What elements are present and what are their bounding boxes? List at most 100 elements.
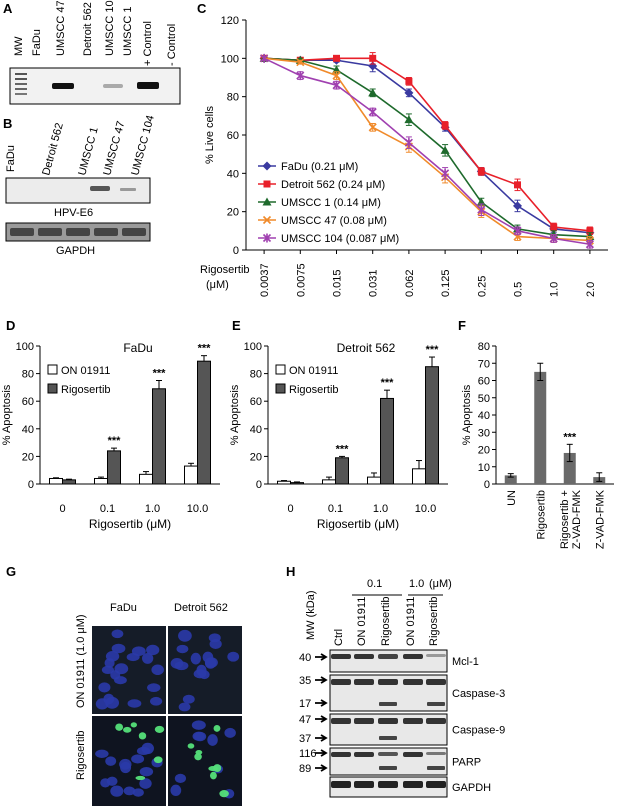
legend-swatch [275, 383, 286, 394]
bar [49, 477, 63, 485]
legend-label: FaDu (0.21 μM) [281, 161, 358, 173]
blot-band [378, 752, 398, 756]
x-axis-label: Rigosertib (μM) [89, 517, 171, 531]
lane-label: ON 01911 [405, 597, 417, 646]
apoptotic-cell [115, 723, 124, 731]
nucleus [178, 629, 192, 642]
bar [94, 477, 108, 485]
y-tick-label: 0 [484, 479, 490, 491]
bar [504, 475, 517, 484]
blot-label: GAPDH [452, 782, 491, 794]
nucleus [204, 657, 218, 668]
x-tick-label: 0.0075 [295, 263, 307, 297]
blot-band [426, 752, 446, 755]
panel-label-a: A [3, 1, 13, 16]
bar [425, 366, 439, 485]
blot-band [10, 228, 34, 236]
series-line [264, 57, 590, 232]
lane-label: FaDu [31, 29, 43, 56]
data-point [296, 58, 305, 67]
y-tick-label: 0 [233, 245, 239, 257]
legend-swatch [275, 364, 286, 375]
legend-label: Detroit 562 (0.24 μM) [281, 179, 385, 191]
y-tick-label: 50 [478, 393, 490, 405]
x-tick-label: 0.5 [513, 282, 525, 297]
mw-arrow-icon [315, 749, 328, 757]
blot-band [331, 752, 351, 757]
data-point [549, 234, 558, 243]
y-tick-label: 60 [22, 396, 34, 408]
ladder-band [15, 83, 27, 85]
x-tick-label: 0.015 [332, 269, 344, 297]
blot-band [331, 781, 351, 788]
blot-band [378, 654, 398, 659]
series-line [263, 57, 591, 246]
nucleus [110, 670, 121, 680]
blot-band [426, 679, 446, 685]
lane-label: UMSCC 1 [76, 126, 100, 177]
nucleus [139, 778, 152, 789]
y-tick-label: 20 [250, 451, 262, 463]
blot-band [354, 718, 374, 724]
lane-label: UMSCC 47 [55, 0, 67, 56]
bar [277, 480, 291, 485]
x-tick-label: UN [506, 490, 518, 506]
nucleus [227, 651, 240, 662]
blot-band [331, 654, 351, 659]
panel-b-blot-e6 [5, 177, 151, 204]
nucleus [126, 653, 140, 662]
significance-label: *** [563, 431, 577, 443]
nucleus [101, 665, 115, 675]
x-tick-label: 10.0 [415, 503, 436, 515]
data-point [441, 168, 450, 178]
panel-a-lane-labels: MW FaDu UMSCC 47 Detroit 562 UMSCC 104 U… [13, 0, 178, 66]
data-point [513, 201, 522, 211]
lane-label: Ctrl [333, 629, 345, 646]
blot-band [426, 781, 446, 788]
blot-band [378, 781, 398, 788]
apoptotic-cell [219, 790, 229, 798]
apoptotic-cell [154, 725, 165, 733]
nucleus [182, 694, 195, 704]
bar [563, 452, 576, 484]
blot-band [427, 702, 445, 706]
nucleus [131, 754, 145, 764]
panel-label-h: H [286, 564, 295, 579]
x-tick-label: 2.0 [585, 282, 597, 297]
panel-a-gel [9, 67, 181, 105]
apoptotic-cell [209, 771, 217, 780]
nucleus [100, 778, 111, 788]
data-point [332, 80, 341, 90]
y-tick-label: 80 [22, 369, 34, 381]
y-tick-label: 70 [478, 358, 490, 370]
column-label: Detroit 562 [174, 602, 228, 614]
series [259, 53, 595, 241]
conc-unit: (μM) [429, 578, 452, 590]
ladder-band [15, 93, 27, 95]
data-point [404, 115, 414, 124]
lane-label: - Control [166, 24, 178, 66]
nucleus [111, 629, 124, 639]
lane-label: Rigosertib [380, 596, 392, 646]
bar [197, 360, 211, 485]
blot-band [90, 186, 110, 191]
blot-band [38, 228, 62, 236]
data-point [262, 233, 272, 243]
y-tick-label: 20 [478, 445, 490, 457]
y-tick-label: 40 [227, 168, 239, 180]
bar [534, 371, 547, 484]
significance-label: *** [381, 377, 395, 389]
blot-band [426, 654, 446, 657]
blot-band [403, 752, 423, 757]
bar [139, 473, 153, 485]
data-point [368, 88, 378, 97]
chart-title: Detroit 562 [337, 341, 396, 355]
data-point [404, 88, 414, 98]
blot-label: Caspase-3 [452, 688, 505, 700]
blot-band [403, 718, 423, 724]
panel-g-micrographs [92, 626, 242, 806]
blot-band [403, 781, 423, 788]
legend-swatch [47, 364, 58, 375]
nucleus [174, 773, 187, 783]
x-tick-label: 1.0 [145, 503, 160, 515]
